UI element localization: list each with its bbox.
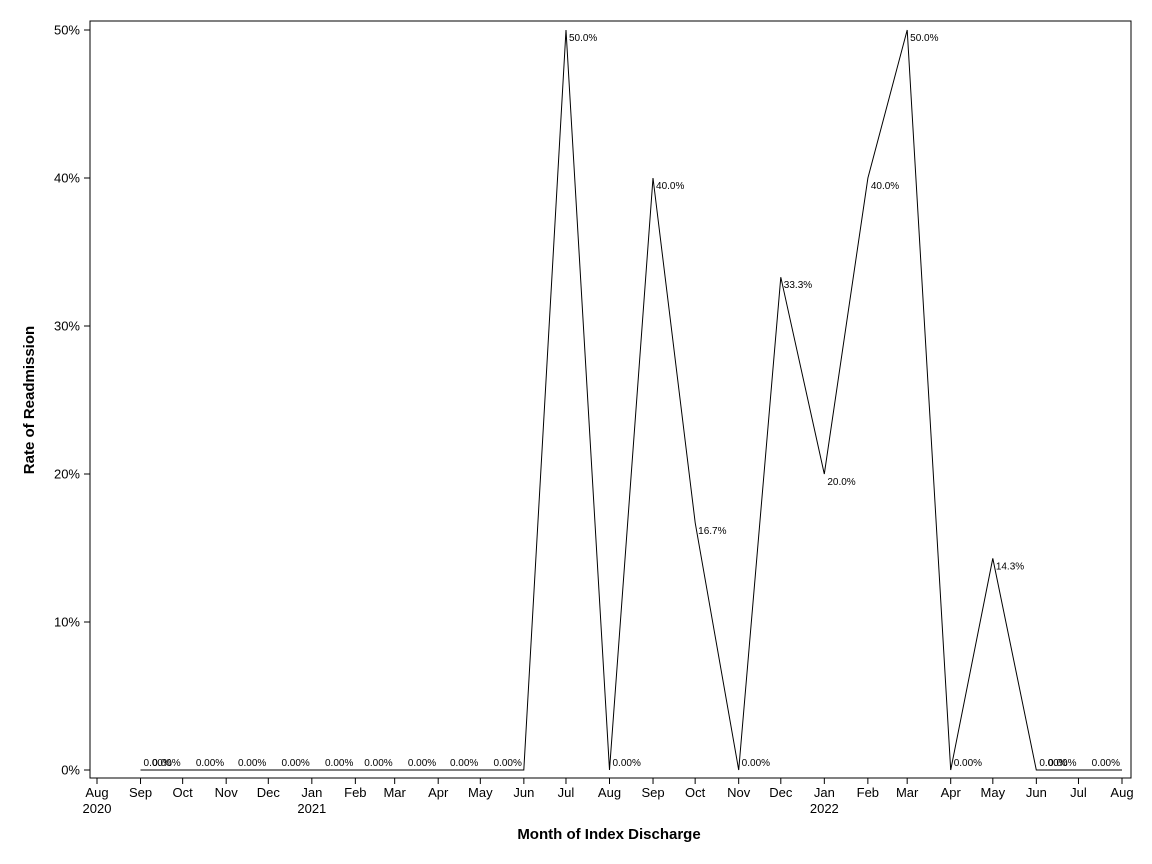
y-tick-label: 10% <box>54 615 80 630</box>
x-tick-label: Jun <box>1026 785 1047 800</box>
x-tick-label: Aug <box>85 785 108 800</box>
x-tick-year-label: 2021 <box>297 801 326 816</box>
y-axis: 0% 10% 20% 30% 40% 50% <box>54 23 90 778</box>
x-tick-label: Jan <box>814 785 835 800</box>
x-tick-label: Apr <box>941 785 962 800</box>
x-tick-label: Jun <box>513 785 534 800</box>
x-tick-label: Feb <box>857 785 879 800</box>
y-tick-label: 40% <box>54 171 80 186</box>
x-tick-label: Nov <box>215 785 239 800</box>
data-point-label: 0.00% <box>364 758 392 769</box>
series-line <box>140 29 1122 771</box>
y-tick-label: 50% <box>54 23 80 38</box>
data-point-label: 0.00% <box>325 758 353 769</box>
y-tick-label: 20% <box>54 467 80 482</box>
x-tick-label: Oct <box>685 785 706 800</box>
data-point-label: 0.00% <box>238 758 266 769</box>
plot-frame <box>89 20 1132 779</box>
y-axis-title: Rate of Readmission <box>21 326 38 474</box>
data-point-label: 0.00% <box>493 758 521 769</box>
data-point-label: 40.0% <box>656 181 684 192</box>
x-tick-label: Oct <box>173 785 194 800</box>
x-tick-label: Dec <box>769 785 793 800</box>
data-point-label: 0.00% <box>281 758 309 769</box>
data-point-label: 0.00% <box>450 758 478 769</box>
data-point-label: 0.00% <box>408 758 436 769</box>
data-point-label: 0.00% <box>196 758 224 769</box>
data-point-label: 50.0% <box>569 33 597 44</box>
data-point-label: 0.00% <box>144 758 172 769</box>
x-tick-label: Mar <box>896 785 919 800</box>
data-point-label: 40.0% <box>871 181 899 192</box>
x-tick-label: Sep <box>641 785 664 800</box>
data-point-label: 0.00% <box>954 758 982 769</box>
data-point-label: 50.0% <box>910 33 938 44</box>
x-tick-label: Nov <box>727 785 751 800</box>
data-point-label: 0.00% <box>1039 758 1067 769</box>
data-point-label: 0.00% <box>1092 758 1120 769</box>
x-tick-label: Jul <box>1070 785 1087 800</box>
data-point-label: 0.00% <box>1048 758 1076 769</box>
x-tick-label: Sep <box>129 785 152 800</box>
data-labels: 0.00%0.00% 0.00% 0.00% 0.00% 0.00% 0.00% 0.00%… <box>144 33 1121 769</box>
data-point-label: 16.7% <box>698 526 726 537</box>
data-point-label: 0.00% <box>613 758 641 769</box>
data-point-label: 20.0% <box>827 477 855 488</box>
x-tick-label: Mar <box>383 785 406 800</box>
x-tick-label: Feb <box>344 785 366 800</box>
data-point-label: 14.3% <box>996 561 1024 572</box>
x-axis-title: Month of Index Discharge <box>517 826 700 843</box>
y-tick-label: 30% <box>54 319 80 334</box>
x-tick-label: May <box>981 785 1006 800</box>
x-tick-label: Jul <box>558 785 575 800</box>
data-point-label: 0.00% <box>742 758 770 769</box>
x-tick-year-label: 2022 <box>810 801 839 816</box>
x-tick-label: Apr <box>428 785 449 800</box>
data-point-label: 0.00% <box>152 758 180 769</box>
data-point-label: 33.3% <box>784 280 812 291</box>
x-tick-label: Jan <box>301 785 322 800</box>
y-tick-label: 0% <box>61 763 80 778</box>
x-tick-label: May <box>468 785 493 800</box>
x-tick-label: Aug <box>598 785 621 800</box>
x-tick-label: Dec <box>257 785 281 800</box>
x-tick-year-label: 2020 <box>83 801 112 816</box>
x-tick-label: Aug <box>1110 785 1133 800</box>
